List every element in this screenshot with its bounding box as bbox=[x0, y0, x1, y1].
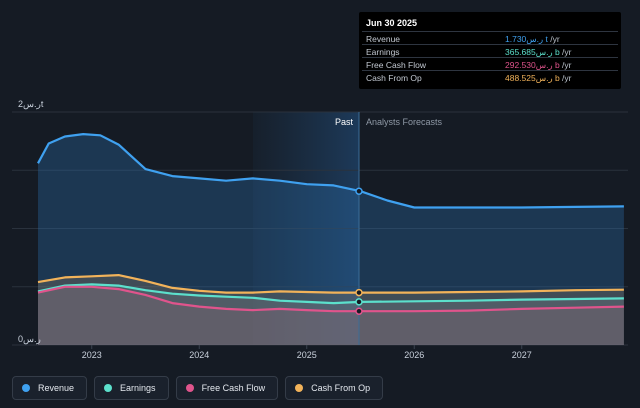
tooltip: Jun 30 2025 Revenue 1.730ر.س t /yr Earni… bbox=[359, 12, 621, 89]
legend: Revenue Earnings Free Cash Flow Cash Fro… bbox=[12, 376, 384, 400]
x-tick-label: 2023 bbox=[82, 350, 102, 360]
tooltip-date: Jun 30 2025 bbox=[366, 18, 418, 28]
legend-dot-icon bbox=[185, 384, 194, 392]
tooltip-unit: /yr bbox=[547, 34, 560, 44]
marker-free-cash-flow bbox=[355, 307, 363, 315]
financials-chart: ر.س2t ر.س0 Past Analysts Forecasts 2023 2… bbox=[12, 99, 628, 360]
legend-item-cash-from-op[interactable]: Cash From Op bbox=[285, 376, 384, 400]
tooltip-label: Free Cash Flow bbox=[366, 60, 426, 70]
y-axis-bottom-label: ر.س0 bbox=[18, 334, 41, 345]
tooltip-unit: /yr bbox=[559, 73, 572, 83]
legend-dot-icon bbox=[104, 384, 113, 392]
tooltip-value: 1.730ر.س t bbox=[505, 34, 548, 44]
tooltip-value: 488.525ر.س b bbox=[505, 73, 560, 83]
marker-cash-from-op bbox=[355, 288, 363, 297]
line-earnings bbox=[37, 283, 624, 305]
series-lines bbox=[37, 133, 624, 313]
forecast-label: Analysts Forecasts bbox=[366, 117, 443, 127]
tooltip-unit: /yr bbox=[559, 47, 572, 57]
x-tick-label: 2027 bbox=[512, 350, 532, 360]
x-tick-label: 2025 bbox=[297, 350, 317, 360]
x-axis: 2023 2024 2025 2026 2027 bbox=[82, 345, 532, 360]
past-label: Past bbox=[335, 117, 354, 127]
line-cash-from-op bbox=[37, 274, 624, 294]
line-free-cash-flow bbox=[37, 285, 624, 313]
marker-revenue bbox=[355, 187, 363, 195]
area-free-cash-flow bbox=[38, 286, 624, 345]
legend-dot-icon bbox=[22, 384, 30, 392]
x-tick-label: 2026 bbox=[404, 350, 424, 360]
area-earnings bbox=[38, 284, 624, 345]
tooltip-value: 365.685ر.س b bbox=[505, 47, 560, 57]
tooltip-value: 292.530ر.س b bbox=[505, 60, 560, 70]
legend-dot-icon bbox=[295, 384, 304, 392]
tooltip-unit: /yr bbox=[559, 60, 572, 70]
tooltip-label: Revenue bbox=[366, 34, 401, 44]
x-tick-label: 2024 bbox=[189, 350, 209, 360]
y-axis-top-label: ر.س2t bbox=[18, 99, 44, 110]
legend-label: Earnings bbox=[120, 383, 156, 393]
legend-label: Revenue bbox=[38, 383, 75, 393]
grid-lines bbox=[12, 111, 628, 346]
tooltip-row-free-cash-flow: Free Cash Flow 292.530ر.س b /yr bbox=[362, 57, 618, 71]
legend-label: Free Cash Flow bbox=[201, 383, 266, 393]
tooltip-label: Cash From Op bbox=[366, 73, 422, 83]
tooltip-label: Earnings bbox=[366, 47, 400, 57]
series-markers bbox=[355, 187, 363, 315]
legend-item-revenue[interactable]: Revenue bbox=[12, 376, 88, 400]
legend-item-free-cash-flow[interactable]: Free Cash Flow bbox=[175, 376, 279, 400]
line-revenue bbox=[37, 133, 624, 209]
legend-item-earnings[interactable]: Earnings bbox=[94, 376, 169, 400]
legend-label: Cash From Op bbox=[311, 383, 371, 393]
tooltip-row-cash-from-op: Cash From Op 488.525ر.س b /yr bbox=[362, 70, 618, 84]
tooltip-row-earnings: Earnings 365.685ر.س b /yr bbox=[362, 44, 618, 58]
tooltip-row-revenue: Revenue 1.730ر.س t /yr bbox=[362, 31, 618, 45]
marker-earnings bbox=[355, 298, 363, 306]
